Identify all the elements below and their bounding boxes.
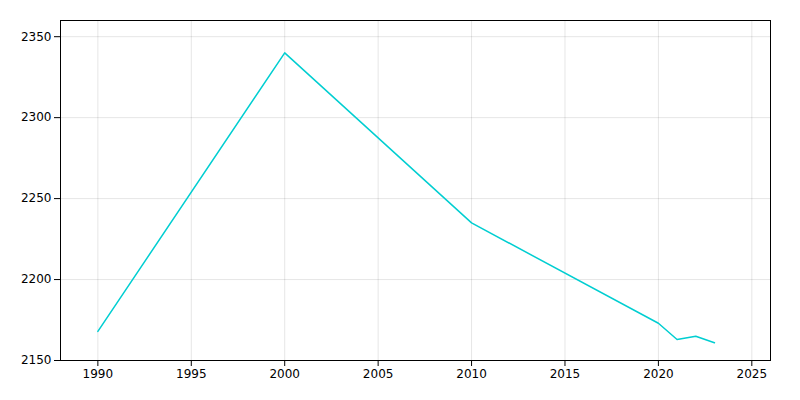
svg-text:2020: 2020 bbox=[643, 367, 674, 381]
svg-text:2150: 2150 bbox=[21, 353, 52, 367]
svg-text:2005: 2005 bbox=[363, 367, 394, 381]
svg-text:2010: 2010 bbox=[456, 367, 487, 381]
svg-text:2250: 2250 bbox=[21, 191, 52, 205]
svg-text:2015: 2015 bbox=[550, 367, 581, 381]
svg-text:2300: 2300 bbox=[21, 110, 52, 124]
svg-text:2200: 2200 bbox=[21, 272, 52, 286]
svg-text:1995: 1995 bbox=[176, 367, 207, 381]
svg-text:1990: 1990 bbox=[83, 367, 114, 381]
svg-text:2025: 2025 bbox=[737, 367, 768, 381]
svg-text:2350: 2350 bbox=[21, 30, 52, 44]
svg-text:2000: 2000 bbox=[269, 367, 300, 381]
